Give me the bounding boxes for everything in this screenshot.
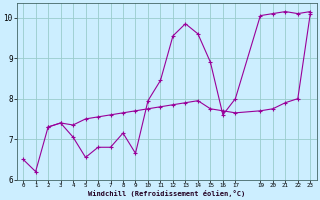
X-axis label: Windchill (Refroidissement éolien,°C): Windchill (Refroidissement éolien,°C) (88, 190, 245, 197)
